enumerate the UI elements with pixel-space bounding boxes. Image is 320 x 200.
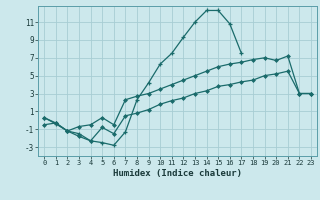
X-axis label: Humidex (Indice chaleur): Humidex (Indice chaleur) <box>113 169 242 178</box>
